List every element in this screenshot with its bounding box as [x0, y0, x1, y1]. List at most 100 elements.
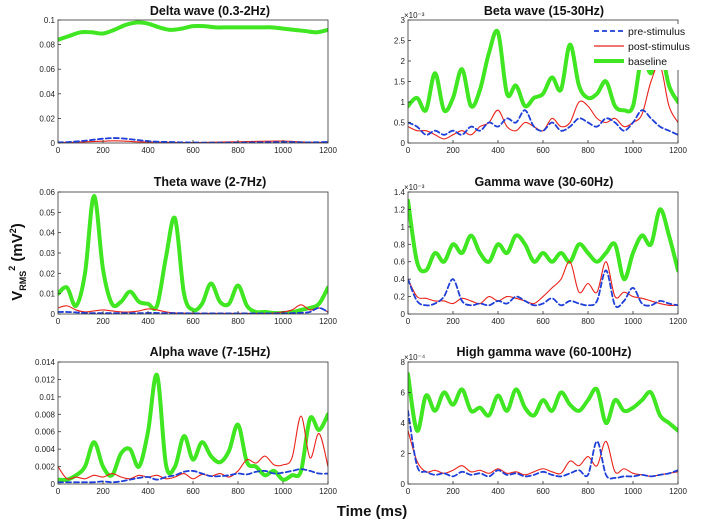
y-tick-label: 0.002	[35, 463, 56, 472]
y-tick-label: 2.5	[394, 37, 406, 46]
series-line-post	[58, 415, 328, 480]
y-tick-label: 0.4	[394, 275, 406, 284]
y-tick-label: 1.5	[394, 78, 406, 87]
x-tick-label: 0	[56, 487, 61, 496]
y-exponent-label: ×10⁻³	[404, 183, 425, 192]
y-tick-label: 2	[401, 57, 406, 66]
panel-title: High gamma wave (60-100Hz)	[456, 345, 631, 359]
x-tick-label: 1000	[274, 317, 292, 326]
x-tick-label: 400	[141, 487, 155, 496]
x-tick-label: 400	[491, 487, 505, 496]
y-tick-label: 3	[401, 16, 406, 25]
series-line-post	[408, 261, 678, 306]
y-tick-label: 0	[401, 310, 406, 319]
y-tick-label: 0.004	[35, 445, 56, 454]
x-tick-label: 800	[231, 146, 245, 155]
panel-3: Theta wave (2-7Hz) 0 200 400 600 800 1000 1200 0…	[39, 175, 337, 326]
y-exponent-label: ×10⁻³	[404, 11, 425, 20]
x-tick-label: 0	[406, 146, 411, 155]
legend-label-post: post-stimulus	[628, 41, 690, 53]
axes-box	[57, 361, 329, 485]
x-tick-label: 200	[96, 317, 110, 326]
x-tick-label: 200	[96, 487, 110, 496]
axes-box	[407, 361, 679, 485]
series-line-baseline	[58, 373, 328, 482]
y-tick-label: 0	[51, 139, 56, 148]
x-tick-label: 600	[186, 317, 200, 326]
y-tick-label: 6	[401, 389, 406, 398]
y-exponent-label: ×10⁻⁴	[404, 353, 426, 362]
panel-1: Delta wave (0.3-2Hz) 0 200 400 600 800 1000 120…	[39, 4, 337, 155]
y-tick-label: 0	[401, 139, 406, 148]
y-tick-label: 0.5	[394, 119, 406, 128]
series-line-post	[408, 430, 678, 477]
y-tick-label: 2	[401, 450, 406, 459]
y-tick-label: 0.2	[394, 293, 406, 302]
axes-box	[57, 19, 329, 144]
y-tick-label: 0.03	[39, 249, 55, 258]
y-tick-label: 0.006	[35, 428, 56, 437]
x-tick-label: 0	[406, 487, 411, 496]
y-tick-label: 0.6	[394, 258, 406, 267]
x-tick-label: 200	[446, 487, 460, 496]
series-line-baseline	[58, 20, 328, 42]
x-tick-label: 800	[231, 317, 245, 326]
y-tick-label: 4	[401, 419, 406, 428]
y-tick-label: 1.4	[394, 188, 406, 197]
series-line-baseline	[58, 194, 328, 314]
x-tick-label: 1000	[274, 146, 292, 155]
panels: Delta wave (0.3-2Hz)0 200 400 600 800 1000 120…	[35, 4, 687, 496]
x-tick-label: 1000	[624, 317, 642, 326]
series-line-pre	[408, 109, 678, 136]
y-tick-label: 0.06	[39, 188, 55, 197]
y-tick-label: 0.01	[39, 393, 55, 402]
x-tick-label: 600	[186, 146, 200, 155]
panel-title: Theta wave (2-7Hz)	[154, 175, 267, 189]
x-tick-label: 0	[406, 317, 411, 326]
x-tick-label: 1200	[319, 317, 337, 326]
y-tick-label: 0	[51, 480, 56, 489]
x-tick-label: 1200	[669, 146, 687, 155]
x-tick-label: 600	[536, 146, 550, 155]
panel-5: Alpha wave (7-15Hz) 0 200 400 600 800 1000 1200…	[35, 345, 337, 496]
series-line-pre	[408, 409, 678, 480]
x-tick-label: 400	[141, 146, 155, 155]
series-line-baseline	[408, 198, 678, 282]
x-tick-label: 0	[56, 317, 61, 326]
y-tick-label: 8	[401, 358, 406, 367]
x-tick-label: 600	[536, 487, 550, 496]
y-tick-label: 0.04	[39, 229, 55, 238]
legend: pre-stimulus post-stimulus baseline	[590, 24, 690, 70]
x-tick-label: 1000	[624, 487, 642, 496]
x-tick-label: 200	[446, 317, 460, 326]
x-tick-label: 200	[446, 146, 460, 155]
x-tick-label: 1000	[624, 146, 642, 155]
x-tick-label: 400	[491, 317, 505, 326]
panel-2: Beta wave (15-30Hz)0 200 400 600 800 1000 1200…	[394, 4, 688, 155]
y-tick-label: 1	[401, 98, 406, 107]
y-axis-label-unit-sup: 2	[8, 228, 18, 233]
x-tick-label: 0	[56, 146, 61, 155]
x-tick-label: 400	[491, 146, 505, 155]
y-tick-label: 0	[51, 310, 56, 319]
y-tick-label: 0.008	[35, 410, 56, 419]
x-tick-label: 800	[581, 146, 595, 155]
x-tick-label: 1200	[669, 487, 687, 496]
y-axis-label-sup: 2	[7, 266, 17, 271]
y-axis-label: VRMS2 (mV2)	[7, 223, 28, 301]
y-tick-label: 0.8	[394, 240, 406, 249]
series-line-baseline	[408, 28, 678, 114]
y-axis-label-main: V	[9, 291, 26, 301]
legend-label-baseline: baseline	[628, 56, 667, 68]
y-tick-label: 0.01	[39, 290, 55, 299]
x-tick-label: 400	[141, 317, 155, 326]
panel-title: Beta wave (15-30Hz)	[484, 4, 604, 18]
y-axis-label-unit-close: )	[9, 223, 26, 228]
x-tick-label: 800	[231, 487, 245, 496]
x-tick-label: 600	[536, 317, 550, 326]
panel-4: Gamma wave (30-60Hz) 0 200 400 600 800 1000 120…	[394, 175, 688, 326]
y-tick-label: 1	[401, 223, 406, 232]
x-tick-label: 200	[96, 146, 110, 155]
series-line-pre	[408, 269, 678, 309]
